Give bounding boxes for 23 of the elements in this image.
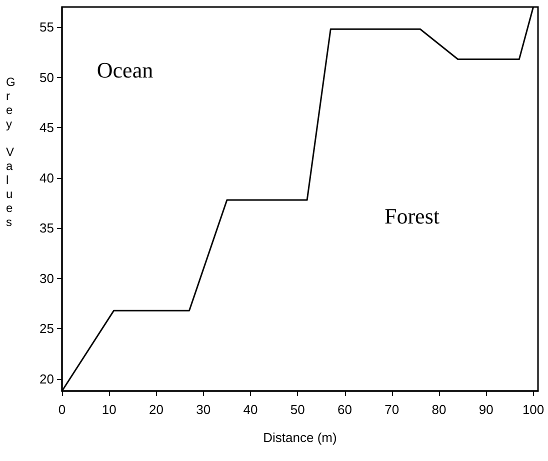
y-tick-label: 25 bbox=[40, 321, 54, 336]
y-tick-label: 45 bbox=[40, 120, 54, 136]
y-tick-label: 35 bbox=[40, 220, 54, 236]
x-tick-label: 70 bbox=[384, 402, 400, 417]
x-tick-label: 90 bbox=[478, 402, 494, 417]
annotation: Forest bbox=[384, 204, 440, 228]
x-tick-label: 20 bbox=[149, 402, 164, 417]
x-tick-label: 30 bbox=[196, 402, 211, 417]
x-tick-label: 100 bbox=[522, 402, 544, 417]
y-tick-label: 50 bbox=[40, 70, 54, 85]
x-axis-title: Distance (m) bbox=[263, 430, 337, 445]
x-tick-label: 10 bbox=[102, 402, 116, 417]
x-tick-label: 80 bbox=[432, 402, 446, 417]
text: Grey Values bbox=[6, 75, 16, 229]
y-tick-label: 30 bbox=[40, 270, 54, 286]
x-tick-label: 40 bbox=[243, 402, 258, 417]
annotation: Ocean bbox=[96, 58, 154, 82]
x-tick-label: 60 bbox=[338, 402, 352, 417]
y-tick-label: 20 bbox=[40, 371, 54, 386]
y-tick-label: 40 bbox=[40, 170, 54, 186]
x-tick-label: 0 bbox=[58, 402, 66, 417]
x-tick-label: 50 bbox=[290, 402, 305, 417]
y-tick-label: 55 bbox=[40, 20, 54, 35]
